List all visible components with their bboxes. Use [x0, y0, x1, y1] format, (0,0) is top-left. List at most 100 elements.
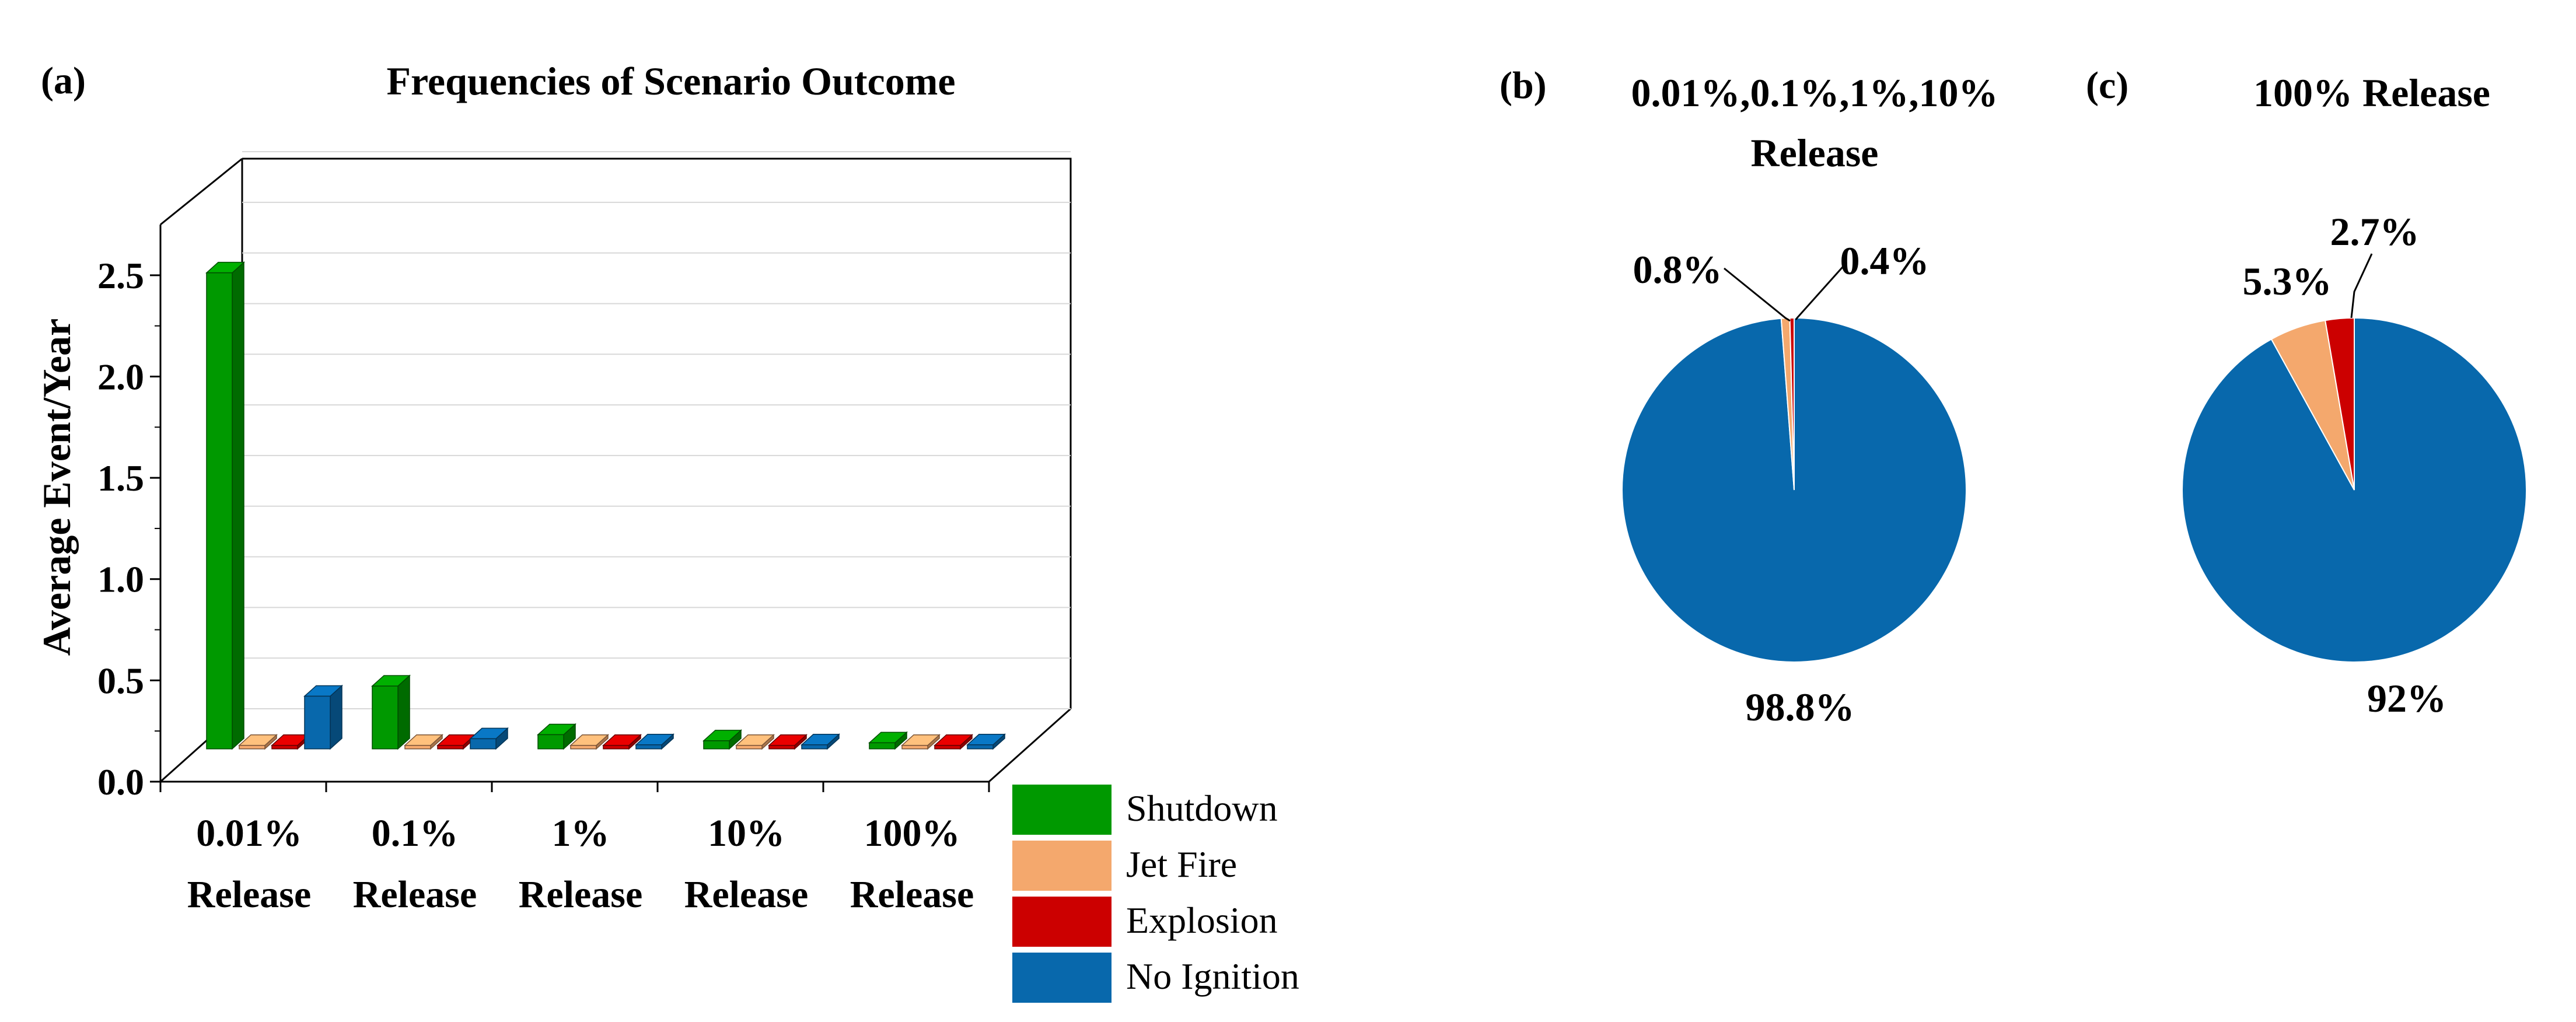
- bar-no-ignition: [801, 733, 840, 750]
- pie-leader-line: [1795, 261, 1848, 320]
- bar-front: [768, 745, 795, 750]
- legend-swatch: [1012, 953, 1112, 1003]
- bar-front: [437, 745, 464, 750]
- bar-front: [736, 745, 763, 750]
- bar-front: [635, 744, 662, 750]
- legend-swatch: [1012, 897, 1112, 947]
- pie-slice-explosion: [1789, 317, 1795, 491]
- gridlines: [242, 151, 1071, 709]
- y-tick-label: 2.0: [97, 356, 144, 397]
- bar-jet-fire: [901, 734, 941, 750]
- x-tick-label-line2: Release: [353, 873, 477, 916]
- y-axis-label: Average Event/Year: [34, 318, 79, 656]
- bar-front: [404, 745, 431, 750]
- pie-slice-label: 98.8%: [1746, 685, 1855, 729]
- bar-no-ignition: [303, 684, 343, 750]
- pie-c-labels: 92% 5.3% 2.7%: [2243, 209, 2447, 720]
- legend-label: No Ignition: [1126, 956, 1299, 997]
- bar-front: [470, 738, 497, 750]
- bar-explosion: [768, 734, 808, 750]
- panel-label-b: (b): [1500, 64, 1547, 107]
- panel-label-a: (a): [41, 60, 86, 102]
- bar-shutdown: [702, 729, 742, 750]
- pie-chart-b: (b) 0.01%,0.1%,1%,10% Release 98.8% 0.8% 0…: [1500, 64, 1998, 729]
- bar-front: [703, 740, 730, 750]
- legend-label: Shutdown: [1126, 788, 1278, 829]
- bar-side: [397, 674, 410, 750]
- bar-jet-fire: [569, 734, 609, 750]
- legend-label: Explosion: [1126, 900, 1278, 941]
- bar-shutdown: [537, 723, 576, 750]
- pie-b-title-line2: Release: [1750, 131, 1878, 175]
- x-tick-label-line1: 1%: [552, 812, 610, 855]
- bar-jet-fire: [735, 734, 775, 750]
- x-tick-label-line2: Release: [684, 873, 809, 916]
- pie-slice-label: 5.3%: [2243, 259, 2332, 303]
- bar-shutdown: [371, 674, 411, 750]
- bar-chart-panel: (a) Frequencies of Scenario Outcome 0.00…: [34, 59, 1299, 1003]
- bar-jet-fire: [238, 734, 278, 750]
- y-tick-label: 1.0: [97, 559, 144, 600]
- panel-label-c: (c): [2086, 64, 2128, 107]
- bar-chart-title: Frequencies of Scenario Outcome: [386, 59, 955, 103]
- bar-front: [869, 742, 896, 750]
- pie-c-title: 100% Release: [2253, 71, 2490, 115]
- pie-slice-label: 0.8%: [1633, 247, 1722, 292]
- pie-slice-explosion: [2325, 317, 2355, 491]
- y-tick-label: 0.0: [97, 761, 144, 803]
- bar-no-ignition: [469, 727, 509, 750]
- bar-shutdown: [868, 731, 908, 750]
- bar-front: [304, 695, 331, 750]
- pie-chart-c: (c) 100% Release 92% 5.3% 2.7%: [2086, 64, 2527, 720]
- bar-explosion: [436, 734, 476, 750]
- legend-swatch: [1012, 841, 1112, 891]
- bar-shutdown: [205, 261, 245, 750]
- y-ticks: 0.0 0.5 1.0 1.5 2.0 2.5: [97, 255, 160, 803]
- pie-b-labels: 98.8% 0.8% 0.4%: [1633, 239, 1930, 729]
- bar-front: [372, 685, 399, 750]
- x-tick-label-line2: Release: [519, 873, 643, 916]
- bar-explosion: [602, 734, 642, 750]
- bar-front: [537, 734, 564, 750]
- pie-slice-label: 0.4%: [1840, 239, 1930, 283]
- bar-front: [901, 745, 928, 750]
- legend-label: Jet Fire: [1126, 844, 1237, 885]
- bar-explosion: [934, 734, 973, 750]
- x-tick-label-line1: 100%: [864, 812, 960, 855]
- pie-b-slices: [1621, 317, 1967, 663]
- legend: Shutdown Jet Fire Explosion No Ignition: [1012, 785, 1299, 1003]
- pie-c-slices: [2182, 317, 2527, 663]
- x-tick-label-line1: 0.01%: [196, 812, 302, 855]
- bar-front: [570, 745, 597, 750]
- pie-slice-label: 2.7%: [2330, 209, 2420, 254]
- bar-no-ignition: [966, 733, 1006, 750]
- plot-frame: [159, 158, 1072, 783]
- x-tick-labels: 0.01% Release 0.1% Release 1% Release 10% Relea…: [159, 782, 990, 916]
- bar-front: [206, 272, 233, 750]
- bar-side: [232, 261, 244, 750]
- y-tick-label: 1.5: [97, 457, 144, 499]
- depth-edge-top: [160, 158, 243, 226]
- bar-front: [967, 744, 994, 750]
- pie-slice-label: 92%: [2367, 676, 2446, 720]
- pie-leader-line: [2350, 253, 2373, 318]
- legend-swatch: [1012, 785, 1112, 835]
- bar-no-ignition: [635, 733, 674, 750]
- pie-leader-line: [1724, 267, 1791, 322]
- y-tick-label: 0.5: [97, 660, 144, 701]
- bar-front: [239, 745, 265, 750]
- pie-b-title-line1: 0.01%,0.1%,1%,10%: [1631, 71, 1998, 115]
- bars: [205, 261, 1006, 750]
- x-tick-label-line1: 10%: [708, 812, 785, 855]
- bar-front: [603, 745, 630, 750]
- back-wall-frame: [242, 158, 1072, 709]
- bar-explosion: [271, 734, 310, 750]
- x-tick-label-line1: 0.1%: [372, 812, 459, 855]
- depth-edge-right: [988, 708, 1071, 783]
- bar-jet-fire: [404, 734, 443, 750]
- x-tick-label-line2: Release: [850, 873, 974, 916]
- y-tick-label: 2.5: [97, 255, 144, 296]
- bar-front: [271, 745, 298, 750]
- bar-front: [934, 745, 961, 750]
